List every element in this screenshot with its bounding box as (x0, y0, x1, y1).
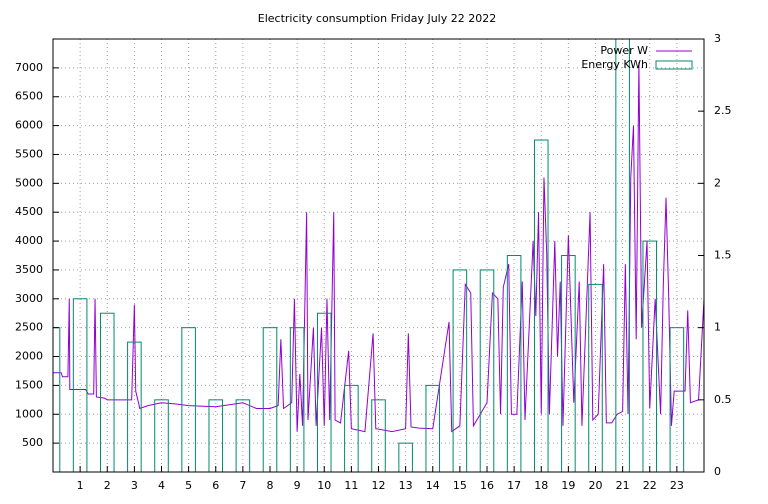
grid (53, 39, 704, 472)
energy-box (533, 139, 549, 472)
y-tick-label: 4500 (15, 205, 43, 218)
y2-tick-label: 2 (714, 176, 721, 189)
power-line (53, 62, 704, 433)
x-tick-label: 14 (426, 479, 440, 492)
legend-label: Energy KWh (581, 58, 648, 71)
x-tick-label: 15 (453, 479, 467, 492)
y-tick-label: 7000 (15, 61, 43, 74)
x-tick-label: 21 (616, 479, 630, 492)
plot-area (53, 39, 704, 472)
y-tick-label: 6000 (15, 119, 43, 132)
x-tick-label: 16 (480, 479, 494, 492)
y-tick-label: 5500 (15, 147, 43, 160)
energy-box (316, 312, 332, 472)
energy-box (154, 399, 169, 472)
y2-tick-label: 2.5 (714, 104, 732, 117)
y2-tick-label: 0 (714, 465, 721, 478)
x-tick-label: 8 (267, 479, 274, 492)
x-tick-label: 18 (534, 479, 548, 492)
energy-box (506, 255, 522, 472)
legend-label: Power W (600, 44, 648, 57)
y2-tick-label: 0.5 (714, 393, 732, 406)
energy-box (642, 240, 658, 472)
energy-box (208, 399, 224, 472)
y-tick-label: 2500 (15, 321, 43, 334)
y-tick-label: 500 (22, 436, 43, 449)
y-tick-label: 4000 (15, 234, 43, 247)
y-tick-label: 1500 (15, 378, 43, 391)
axes: 500 1000 1500 2000 2500 3000 3500 4000 4500 5000 5… (15, 32, 732, 492)
energy-box (53, 327, 61, 472)
y-tick-label: 1000 (15, 407, 43, 420)
x-tick-label: 9 (294, 479, 301, 492)
energy-box (235, 399, 251, 472)
y2-tick-label: 3 (714, 32, 721, 45)
energy-box (588, 283, 603, 472)
y-tick-label: 2000 (15, 350, 43, 363)
energy-box (615, 39, 630, 472)
y-tick-label: 3000 (15, 292, 43, 305)
x-tick-label: 22 (643, 479, 657, 492)
energy-box (561, 255, 576, 472)
x-tick-label: 20 (589, 479, 603, 492)
y2-tick-label: 1 (714, 321, 721, 334)
energy-box (72, 298, 88, 472)
x-tick-label: 23 (670, 479, 684, 492)
energy-box (99, 312, 115, 472)
x-tick-label: 13 (399, 479, 413, 492)
x-tick-label: 11 (344, 479, 358, 492)
x-tick-label: 1 (77, 479, 84, 492)
x-tick-label: 5 (185, 479, 192, 492)
x-tick-label: 12 (372, 479, 386, 492)
y-tick-label: 3500 (15, 263, 43, 276)
x-tick-label: 4 (158, 479, 165, 492)
x-tick-label: 19 (561, 479, 575, 492)
x-tick-label: 6 (212, 479, 219, 492)
x-tick-label: 17 (507, 479, 521, 492)
legend-swatch (655, 60, 693, 70)
y2-tick-label: 1.5 (714, 249, 732, 262)
energy-box (127, 341, 142, 472)
y-tick-label: 5000 (15, 176, 43, 189)
chart-title: Electricity consumption Friday July 22 2… (258, 12, 496, 25)
x-tick-label: 2 (104, 479, 111, 492)
y-tick-label: 6500 (15, 90, 43, 103)
energy-box (371, 399, 386, 472)
x-tick-label: 10 (317, 479, 331, 492)
x-tick-label: 7 (239, 479, 246, 492)
x-tick-label: 3 (131, 479, 138, 492)
